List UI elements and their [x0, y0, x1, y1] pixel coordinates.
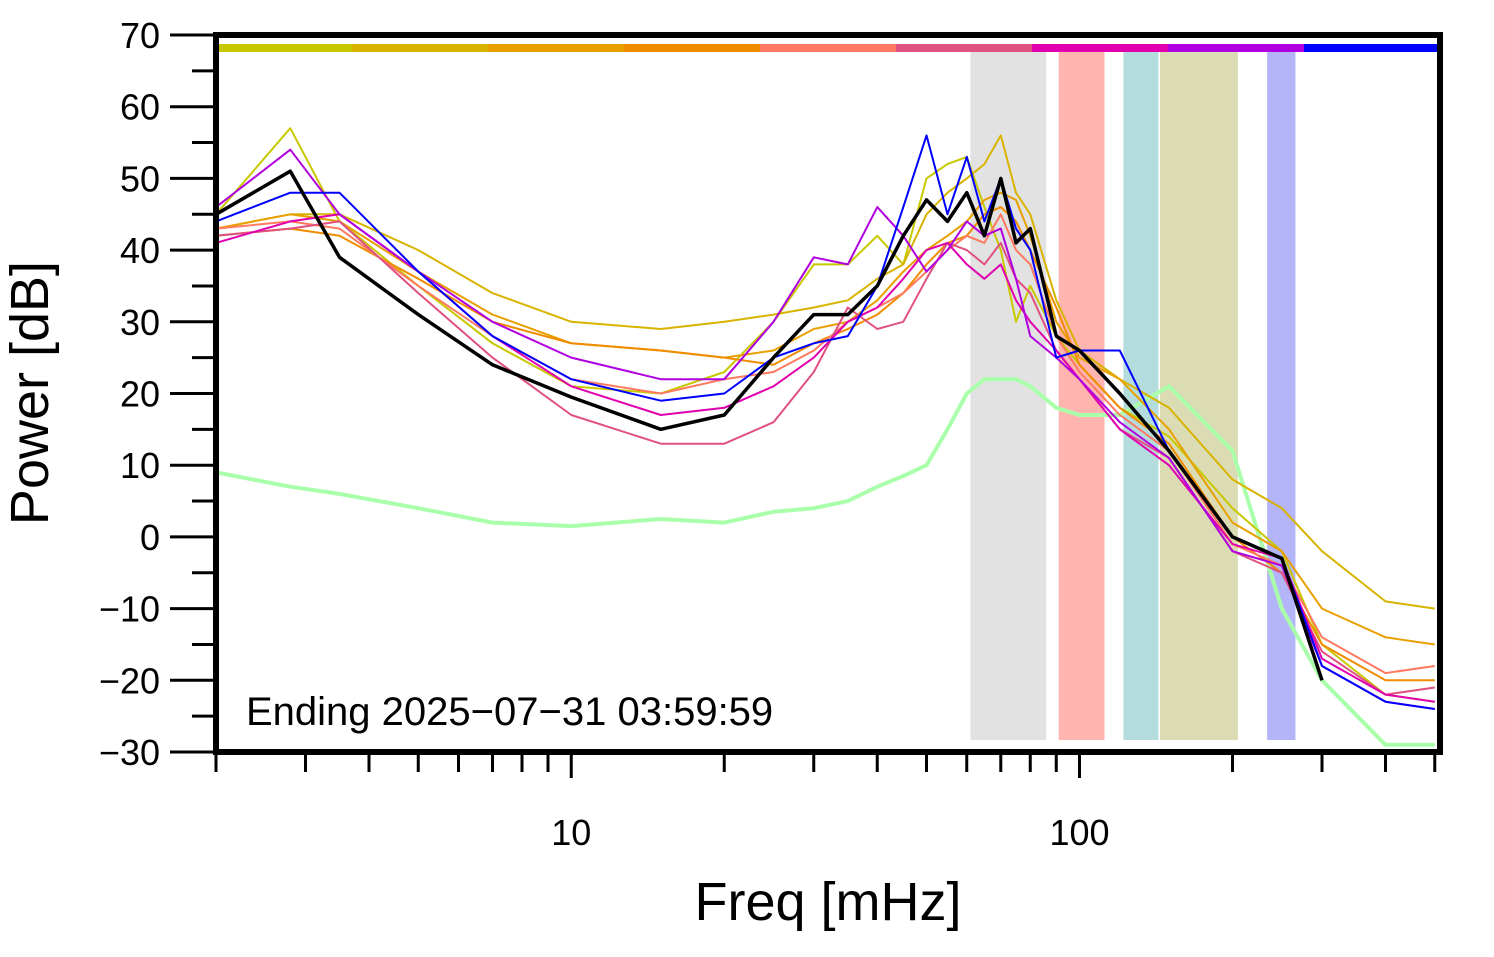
series-line [216, 134, 1435, 710]
series-line [216, 213, 1435, 703]
y-tick-label: 70 [120, 15, 160, 56]
series-line [216, 220, 1435, 696]
color-bar-segment [760, 44, 897, 52]
plot-lines [216, 127, 1435, 747]
y-tick-label: −10 [99, 589, 160, 630]
x-axis-label: Freq [mHz] [694, 872, 961, 932]
series-line [216, 134, 1435, 610]
y-axis-label: Power [dB] [0, 261, 60, 525]
series-line [216, 148, 1435, 710]
x-tick-label: 100 [1049, 812, 1109, 853]
color-bar-segment [624, 44, 761, 52]
color-bar-segment [1168, 44, 1305, 52]
series-line [216, 127, 1435, 703]
band [1159, 52, 1238, 740]
annotation: Ending 2025−07−31 03:59:59 [246, 690, 773, 734]
color-bar-segment [1032, 44, 1169, 52]
y-tick-label: 0 [140, 517, 160, 558]
color-bar-segment [488, 44, 625, 52]
y-tick-label: 60 [120, 87, 160, 128]
series-line [216, 206, 1435, 682]
color-bar-segment [352, 44, 489, 52]
x-tick-label: 10 [551, 812, 591, 853]
plot-frame [213, 32, 1443, 755]
series-line [216, 169, 1324, 681]
y-tick-label: −20 [99, 660, 160, 701]
y-tick-label: 40 [120, 230, 160, 271]
y-tick-label: 50 [120, 158, 160, 199]
band [970, 52, 1047, 740]
series-line [216, 213, 1435, 675]
band [1058, 52, 1105, 740]
color-bar-segment [896, 44, 1033, 52]
y-tick-label: 10 [120, 445, 160, 486]
plot-background [216, 44, 1441, 740]
color-bar-segment [216, 44, 353, 52]
color-bar-segment [1304, 44, 1441, 52]
band [1267, 52, 1296, 740]
series-line [216, 377, 1435, 747]
y-tick-label: 30 [120, 302, 160, 343]
series-line [216, 191, 1435, 646]
y-tick-label: 20 [120, 374, 160, 415]
y-tick-label: −30 [99, 732, 160, 773]
